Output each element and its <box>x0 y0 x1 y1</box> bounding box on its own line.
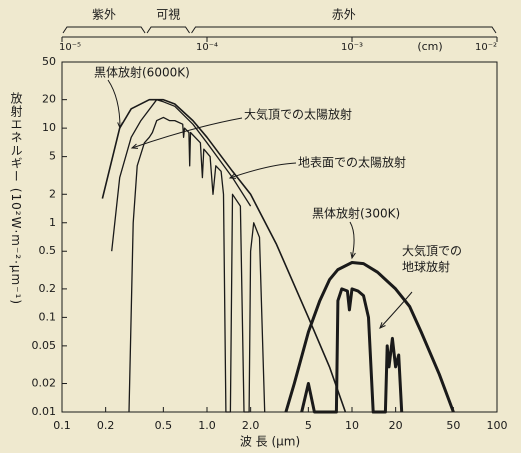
arrow-head <box>130 143 139 149</box>
region-label: 赤外 <box>332 8 356 22</box>
label-arrow <box>131 117 243 149</box>
series-line <box>111 99 252 252</box>
y-tick-label: 0.1 <box>39 310 57 323</box>
x2-tick-label: 10⁻² <box>475 42 497 53</box>
x-tick-label: 100 <box>487 419 508 432</box>
region-label: 可視 <box>156 7 180 22</box>
region-bracket <box>191 26 497 34</box>
series-line <box>284 261 455 413</box>
x-tick-label: 1.0 <box>198 419 216 432</box>
y-tick-label: 0.5 <box>39 244 57 257</box>
series-label: 大気頂での太陽放射 <box>244 107 352 122</box>
x-tick-label: 0.5 <box>155 419 173 432</box>
y-axis-label: 放射エネルギー (10²W·m⁻²·μm⁻¹) <box>9 92 23 306</box>
arrow-head <box>379 322 386 329</box>
y-tick-label: 0.2 <box>39 282 57 295</box>
label-arrow <box>379 291 413 329</box>
series-label: 黒体放射(300K) <box>312 206 400 221</box>
y-tick-label: 20 <box>42 93 56 106</box>
x2-axis-label: (cm) <box>417 40 442 53</box>
x-axis-label: 波 長 (μm) <box>240 435 300 449</box>
arrow-head <box>350 252 356 260</box>
y-tick-label: 0.01 <box>32 405 57 418</box>
region-bracket <box>146 26 190 34</box>
series-label: 大気頂での地球放射 <box>402 244 463 274</box>
x2-tick-label: 10⁻³ <box>341 42 363 53</box>
region-bracket <box>62 26 146 34</box>
x-tick-label: 5 <box>305 419 312 432</box>
x-tick-label: 10 <box>345 419 359 432</box>
x-tick-label: 2.0 <box>242 419 260 432</box>
x2-tick-label: 10⁻⁴ <box>196 42 218 53</box>
series-line <box>128 116 266 413</box>
arrow-head <box>117 122 123 130</box>
x-tick-label: 50 <box>446 419 460 432</box>
series-label: 黒体放射(6000K) <box>94 65 190 80</box>
arrow-head <box>228 173 237 179</box>
x-tick-label: 0.1 <box>53 419 71 432</box>
y-tick-label: 10 <box>42 121 56 134</box>
x-tick-label: 0.2 <box>97 419 115 432</box>
y-tick-label: 0.05 <box>32 339 57 352</box>
label-arrow <box>107 79 121 129</box>
label-arrow <box>349 221 355 259</box>
y-tick-label: 50 <box>42 55 56 68</box>
x2-tick-label: 10⁻⁵ <box>59 42 81 53</box>
series-line <box>101 98 347 413</box>
plot-frame <box>61 61 498 413</box>
label-arrow <box>229 162 297 179</box>
region-label: 紫外 <box>92 8 116 22</box>
y-tick-label: 5 <box>49 150 56 163</box>
x-tick-label: 20 <box>389 419 403 432</box>
y-tick-label: 1 <box>49 216 56 229</box>
y-tick-label: 2 <box>49 187 56 200</box>
series-label: 地表面での太陽放射 <box>298 155 406 170</box>
series-line <box>300 287 404 414</box>
y-tick-label: 0.02 <box>32 377 57 390</box>
